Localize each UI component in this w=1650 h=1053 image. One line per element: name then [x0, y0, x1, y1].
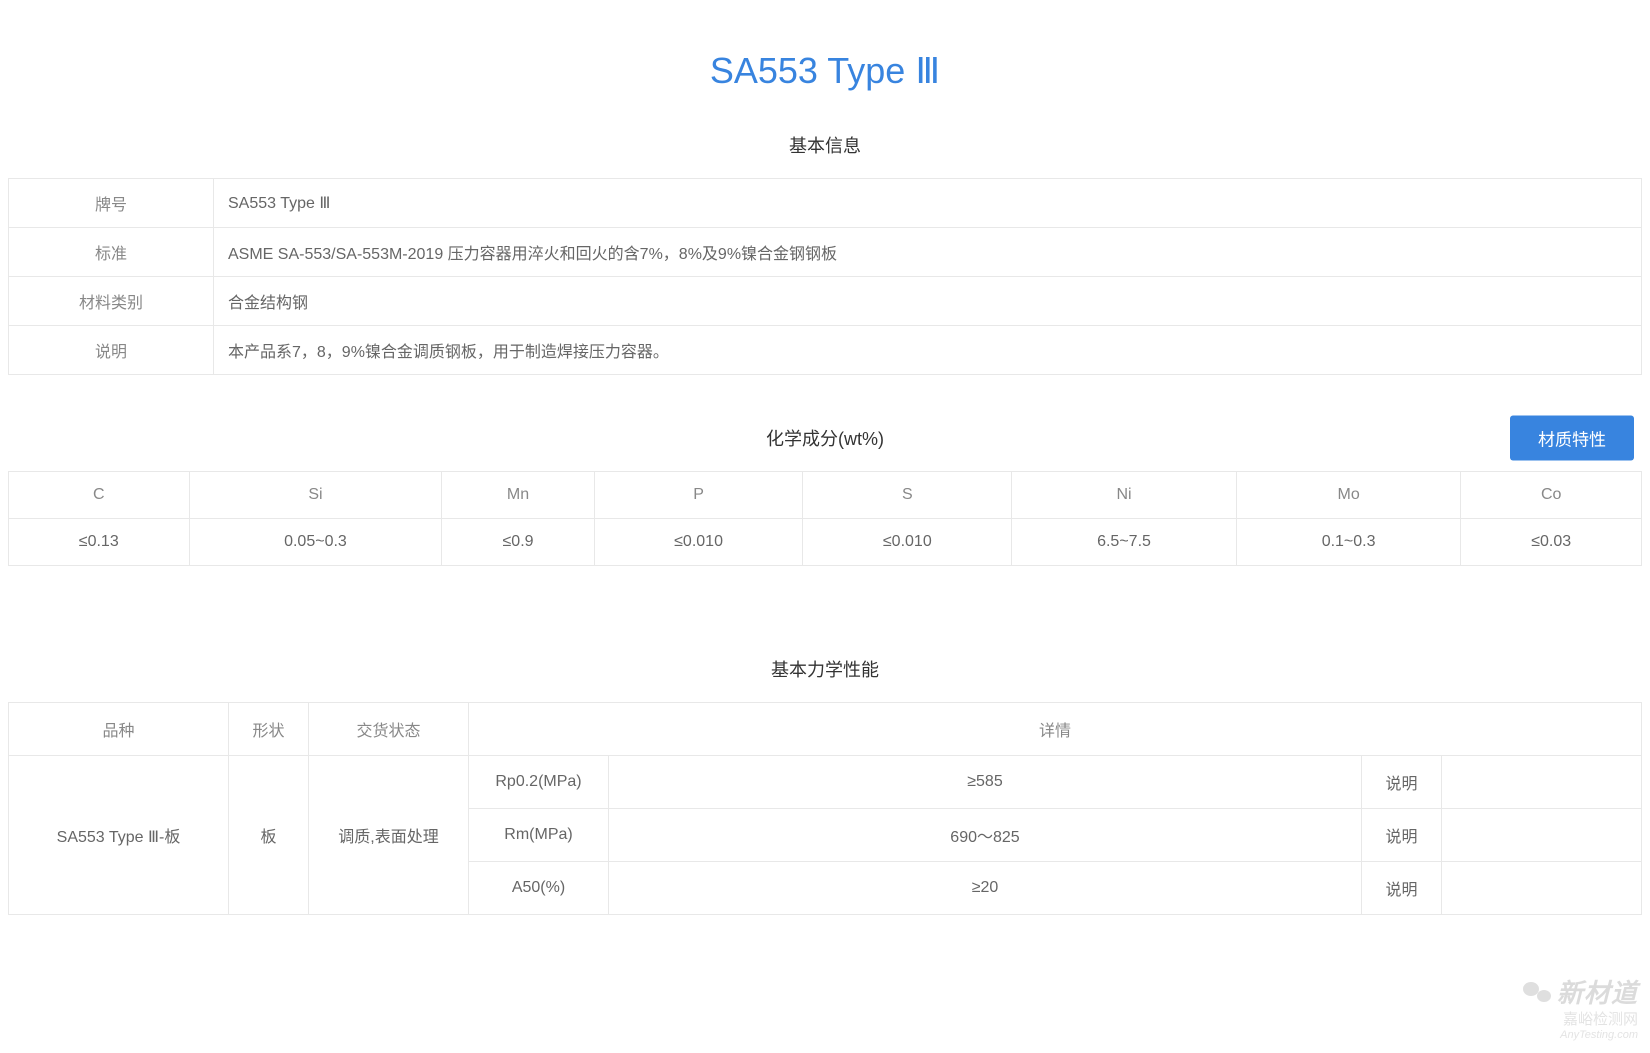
table-row: 材料类别 合金结构钢: [9, 277, 1642, 326]
table-row: 牌号 SA553 Type Ⅲ: [9, 179, 1642, 228]
mech-header-shape: 形状: [229, 703, 309, 756]
chem-header: S: [803, 472, 1012, 519]
chem-value: 0.05~0.3: [189, 519, 442, 566]
info-label: 牌号: [9, 179, 214, 228]
mech-shape: 板: [229, 756, 309, 915]
info-label: 说明: [9, 326, 214, 375]
mech-detail-empty: [1442, 862, 1642, 915]
chem-section-header: 化学成分(wt%) 材质特性: [8, 425, 1642, 451]
mech-variety: SA553 Type Ⅲ-板: [9, 756, 229, 915]
mechanical-properties-table: 品种 形状 交货状态 详情 SA553 Type Ⅲ-板 板 调质,表面处理 R…: [8, 702, 1642, 915]
mech-delivery: 调质,表面处理: [309, 756, 469, 915]
chem-value: ≤0.13: [9, 519, 190, 566]
mech-detail-label: 说明: [1362, 809, 1442, 862]
mech-header-variety: 品种: [9, 703, 229, 756]
mech-detail-label: 说明: [1362, 756, 1442, 809]
mech-header-delivery: 交货状态: [309, 703, 469, 756]
mech-header-details: 详情: [469, 703, 1642, 756]
mech-value: ≥20: [609, 862, 1362, 915]
mech-param: Rp0.2(MPa): [469, 756, 609, 809]
mech-param: A50(%): [469, 862, 609, 915]
basic-info-table: 牌号 SA553 Type Ⅲ 标准 ASME SA-553/SA-553M-2…: [8, 178, 1642, 375]
chem-header: Si: [189, 472, 442, 519]
chem-value: 0.1~0.3: [1236, 519, 1461, 566]
mech-value: 690～825: [609, 809, 1362, 862]
section-title-mech: 基本力学性能: [8, 656, 1642, 682]
chem-value: ≤0.010: [594, 519, 803, 566]
chem-header: Ni: [1012, 472, 1237, 519]
mech-detail-empty: [1442, 809, 1642, 862]
chem-header: C: [9, 472, 190, 519]
info-label: 材料类别: [9, 277, 214, 326]
mech-value: ≥585: [609, 756, 1362, 809]
mech-section: 基本力学性能 品种 形状 交货状态 详情 SA553 Type Ⅲ-板 板 调质…: [8, 656, 1642, 915]
mech-detail-label: 说明: [1362, 862, 1442, 915]
chem-value: ≤0.010: [803, 519, 1012, 566]
table-row: 标准 ASME SA-553/SA-553M-2019 压力容器用淬火和回火的含…: [9, 228, 1642, 277]
info-value: 合金结构钢: [214, 277, 1642, 326]
page-title: SA553 Type Ⅲ: [8, 50, 1642, 92]
material-properties-button[interactable]: 材质特性: [1510, 416, 1634, 461]
wechat-icon: [1523, 980, 1551, 1004]
table-header-row: C Si Mn P S Ni Mo Co: [9, 472, 1642, 519]
chemical-composition-table: C Si Mn P S Ni Mo Co ≤0.13 0.05~0.3 ≤0.9…: [8, 471, 1642, 566]
mech-detail-empty: [1442, 756, 1642, 809]
watermark-main-text: 新材道: [1557, 973, 1638, 1010]
watermark-brand-row: 新材道: [1523, 973, 1638, 1010]
chem-value: 6.5~7.5: [1012, 519, 1237, 566]
section-title-chem: 化学成分(wt%): [766, 425, 884, 451]
info-label: 标准: [9, 228, 214, 277]
mech-param: Rm(MPa): [469, 809, 609, 862]
chem-value: ≤0.03: [1461, 519, 1642, 566]
chem-header: Mn: [442, 472, 594, 519]
watermark-sub-text: 嘉峪检测网: [1523, 1008, 1638, 1029]
info-value: 本产品系7，8，9%镍合金调质钢板，用于制造焊接压力容器。: [214, 326, 1642, 375]
table-row: 说明 本产品系7，8，9%镍合金调质钢板，用于制造焊接压力容器。: [9, 326, 1642, 375]
chem-header: P: [594, 472, 803, 519]
chem-header: Co: [1461, 472, 1642, 519]
chem-header: Mo: [1236, 472, 1461, 519]
table-row: SA553 Type Ⅲ-板 板 调质,表面处理 Rp0.2(MPa) ≥585…: [9, 756, 1642, 809]
table-header-row: 品种 形状 交货状态 详情: [9, 703, 1642, 756]
info-value: SA553 Type Ⅲ: [214, 179, 1642, 228]
chem-value: ≤0.9: [442, 519, 594, 566]
table-row: ≤0.13 0.05~0.3 ≤0.9 ≤0.010 ≤0.010 6.5~7.…: [9, 519, 1642, 566]
info-value: ASME SA-553/SA-553M-2019 压力容器用淬火和回火的含7%，…: [214, 228, 1642, 277]
section-title-basic-info: 基本信息: [8, 132, 1642, 158]
watermark-url-text: AnyTesting.com: [1523, 1029, 1638, 1041]
watermark: 新材道 嘉峪检测网 AnyTesting.com: [1523, 973, 1638, 1041]
